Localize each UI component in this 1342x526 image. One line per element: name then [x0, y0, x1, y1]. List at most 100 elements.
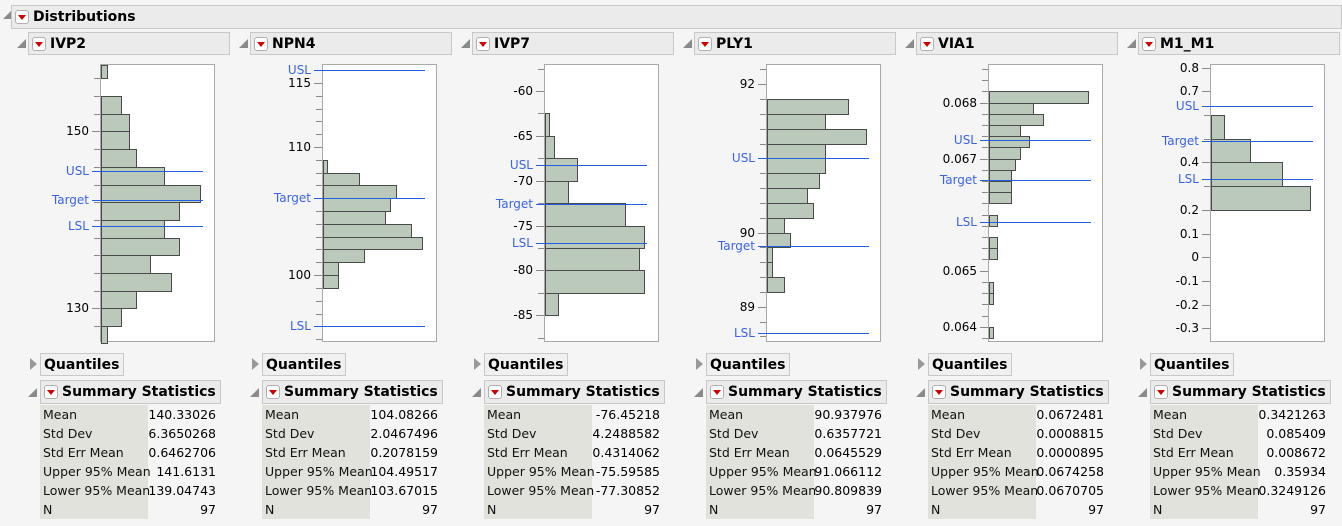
red-triangle-menu-icon[interactable]	[932, 385, 946, 399]
axis-tick	[94, 95, 100, 97]
report-title: Distributions	[33, 9, 136, 25]
axis-tick	[316, 236, 322, 238]
disclosure-icon[interactable]	[683, 39, 692, 48]
axis-tick	[94, 166, 100, 168]
stat-label: N	[709, 502, 719, 517]
red-triangle-menu-icon[interactable]	[488, 385, 502, 399]
quantiles-header[interactable]: Quantiles	[262, 353, 346, 376]
disclosure-icon[interactable]	[694, 388, 703, 397]
panel-header: IVP2	[28, 32, 230, 55]
disclosure-icon[interactable]	[1138, 388, 1147, 397]
red-triangle-menu-icon[interactable]	[698, 36, 712, 51]
quantiles-header[interactable]: Quantiles	[484, 353, 568, 376]
axis-major-tick	[1202, 328, 1210, 330]
red-triangle-menu-icon[interactable]	[266, 385, 280, 399]
axis-major-tick	[1202, 91, 1210, 93]
panel-title: M1_M1	[1160, 35, 1215, 52]
label-column	[484, 405, 592, 519]
axis-major-tick	[758, 306, 766, 308]
red-triangle-menu-icon[interactable]	[1142, 36, 1156, 51]
red-triangle-menu-icon[interactable]	[32, 36, 46, 51]
stat-value: 0.0645529	[814, 445, 882, 460]
stat-value: -77.30852	[595, 483, 660, 498]
axis-tick	[760, 188, 766, 190]
histogram-bar	[767, 188, 809, 204]
histogram-bar	[989, 326, 994, 339]
histogram-bar	[989, 192, 1012, 205]
disclosure-icon[interactable]	[461, 39, 470, 48]
reference-label-lsl: LSL	[734, 326, 755, 341]
reference-label-target: Target	[717, 238, 755, 253]
axis-tick-label: 0.065	[942, 263, 977, 278]
red-triangle-menu-icon[interactable]	[1154, 385, 1168, 399]
disclosure-icon[interactable]	[239, 39, 248, 48]
red-triangle-menu-icon[interactable]	[44, 385, 58, 399]
histogram-bar	[767, 262, 773, 278]
axis-major-tick	[1202, 233, 1210, 235]
disclosure-icon[interactable]	[28, 388, 37, 397]
axis-tick	[94, 219, 100, 221]
panel-header: M1_M1	[1138, 32, 1340, 55]
expand-icon[interactable]	[474, 358, 481, 370]
expand-icon[interactable]	[696, 358, 703, 370]
axis-major-tick	[314, 146, 322, 148]
disclosure-icon[interactable]	[3, 10, 12, 19]
red-triangle-menu-icon[interactable]	[476, 36, 490, 51]
disclosure-icon[interactable]	[472, 388, 481, 397]
disclosure-icon[interactable]	[250, 388, 259, 397]
histogram-bar	[767, 173, 820, 190]
axis-tick-label: 100	[288, 268, 311, 283]
quantiles-header[interactable]: Quantiles	[706, 353, 790, 376]
summary-statistics-table: Mean 90.937976 Std Dev 0.6357721 Std Err Mea…	[706, 405, 882, 519]
stat-value: 97	[866, 502, 882, 517]
axis-tick	[982, 225, 988, 227]
axis-tick	[538, 203, 544, 205]
table-row: Std Dev 0.0008815	[928, 424, 1104, 443]
histogram-bar	[323, 159, 329, 174]
red-triangle-menu-icon[interactable]	[710, 385, 724, 399]
stat-value: 0.085409	[1266, 426, 1326, 441]
disclosure-icon[interactable]	[905, 39, 914, 48]
expand-icon[interactable]	[252, 358, 259, 370]
disclosure-icon[interactable]	[1127, 39, 1136, 48]
quantiles-header[interactable]: Quantiles	[1150, 353, 1234, 376]
axis-major-tick	[536, 180, 544, 182]
axis-tick	[760, 321, 766, 323]
reference-line-lsl	[92, 226, 203, 228]
expand-icon[interactable]	[1140, 358, 1147, 370]
histogram-bar	[989, 293, 994, 306]
histogram-bar	[545, 203, 626, 227]
table-row: Std Err Mean 0.2078159	[262, 443, 438, 462]
axis-tick	[316, 159, 322, 161]
expand-icon[interactable]	[30, 358, 37, 370]
quantiles-header[interactable]: Quantiles	[928, 353, 1012, 376]
axis-tick-label: -0.1	[1175, 273, 1199, 288]
quantiles-header[interactable]: Quantiles	[40, 353, 124, 376]
disclosure-icon[interactable]	[17, 39, 26, 48]
expand-icon[interactable]	[918, 358, 925, 370]
disclosure-icon[interactable]	[916, 388, 925, 397]
axis-major-tick	[92, 308, 100, 310]
reference-label-lsl: LSL	[956, 214, 977, 229]
axis-major-tick	[980, 102, 988, 104]
table-row: Mean 90.937976	[706, 405, 882, 424]
axis-tick	[316, 108, 322, 110]
red-triangle-menu-icon[interactable]	[15, 10, 29, 24]
axis-tick	[538, 113, 544, 115]
stat-value: 97	[1088, 502, 1104, 517]
summary-statistics-header: Summary Statistics	[1150, 380, 1331, 404]
axis-tick	[94, 273, 100, 275]
reference-line-lsl	[536, 243, 647, 245]
summary-statistics-title: Summary Statistics	[62, 384, 216, 400]
axis-tick-label: -80	[513, 263, 533, 278]
red-triangle-menu-icon[interactable]	[920, 36, 934, 51]
reference-label-lsl: LSL	[290, 319, 311, 334]
reference-line-usl	[536, 164, 647, 166]
table-row: Lower 95% Mean 90.809839	[706, 481, 882, 500]
summary-statistics-title: Summary Statistics	[1172, 384, 1326, 400]
table-row: Std Err Mean 0.0645529	[706, 443, 882, 462]
red-triangle-menu-icon[interactable]	[254, 36, 268, 51]
stat-label: N	[931, 502, 941, 517]
histogram-bar	[767, 247, 773, 264]
stat-value: 97	[1310, 502, 1326, 517]
